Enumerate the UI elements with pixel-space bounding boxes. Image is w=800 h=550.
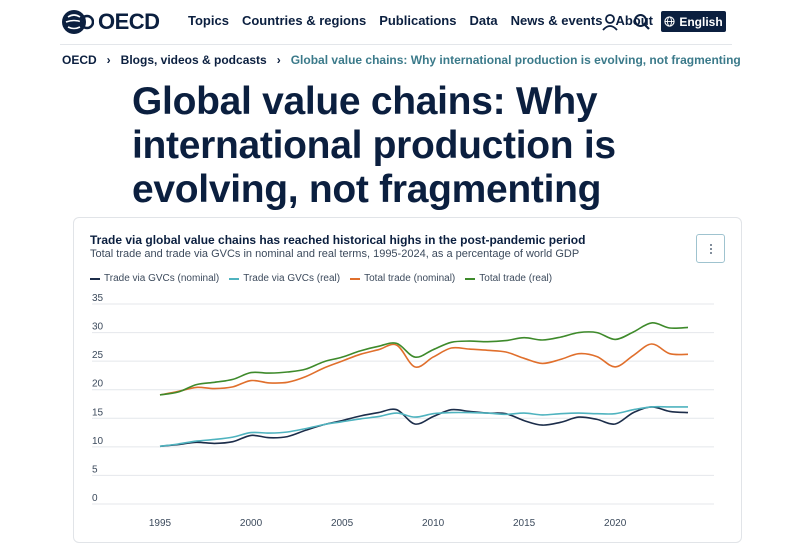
legend-swatch bbox=[229, 277, 240, 280]
breadcrumb-blogs[interactable]: Blogs, videos & podcasts bbox=[120, 53, 267, 67]
legend-label: Total trade (nominal) bbox=[364, 273, 456, 284]
y-tick-label: 0 bbox=[92, 493, 98, 504]
chevron-right-icon: › bbox=[106, 53, 111, 67]
legend-label: Trade via GVCs (nominal) bbox=[104, 273, 220, 284]
chart-card: Trade via global value chains has reache… bbox=[73, 217, 742, 543]
x-tick-label: 2005 bbox=[331, 518, 354, 529]
breadcrumb-current: Global value chains: Why international p… bbox=[290, 53, 741, 67]
search-icon[interactable] bbox=[632, 12, 652, 32]
globe-icon bbox=[664, 16, 675, 27]
chart-title: Trade via global value chains has reache… bbox=[90, 233, 586, 247]
kebab-menu-icon bbox=[709, 243, 712, 254]
x-tick-label: 2000 bbox=[240, 518, 263, 529]
oecd-globe-icon bbox=[62, 10, 94, 34]
nav-link-data[interactable]: Data bbox=[469, 13, 498, 28]
chart-legend: Trade via GVCs (nominal) Trade via GVCs … bbox=[90, 273, 562, 284]
chevron-right-icon: › bbox=[276, 53, 281, 67]
page-title: Global value chains: Why international p… bbox=[132, 80, 616, 211]
nav-links: Topics Countries & regions Publications … bbox=[188, 13, 666, 28]
y-tick-label: 35 bbox=[92, 293, 104, 304]
line-chart: 0 5 10 15 20 25 30 35 1995 2000 2005 2010 2015 2020 bbox=[92, 293, 714, 529]
oecd-logo[interactable]: OECD bbox=[60, 8, 160, 36]
language-label: English bbox=[679, 14, 723, 29]
legend-item-gvc-nominal[interactable]: Trade via GVCs (nominal) bbox=[90, 273, 219, 284]
x-tick-label: 2010 bbox=[422, 518, 445, 529]
legend-swatch bbox=[350, 277, 361, 280]
language-button[interactable]: English bbox=[661, 11, 726, 32]
y-tick-label: 25 bbox=[92, 350, 104, 361]
nav-link-publications[interactable]: Publications bbox=[379, 13, 457, 28]
legend-item-gvc-real[interactable]: Trade via GVCs (real) bbox=[229, 273, 340, 284]
x-tick-label: 2015 bbox=[513, 518, 536, 529]
legend-swatch bbox=[465, 277, 476, 280]
series-line-2[interactable] bbox=[159, 343, 689, 396]
legend-item-total-nominal[interactable]: Total trade (nominal) bbox=[350, 273, 455, 284]
top-navigation: OECD Topics Countries & regions Publicat… bbox=[0, 0, 800, 44]
chart-subtitle: Total trade and trade via GVCs in nomina… bbox=[90, 248, 580, 260]
legend-label: Trade via GVCs (real) bbox=[243, 273, 341, 284]
nav-link-topics[interactable]: Topics bbox=[188, 13, 229, 28]
logo-text: OECD bbox=[98, 9, 160, 34]
y-tick-label: 20 bbox=[92, 379, 104, 390]
breadcrumb: OECD › Blogs, videos & podcasts › Global… bbox=[62, 53, 741, 67]
y-tick-label: 30 bbox=[92, 322, 104, 333]
series-line-1[interactable] bbox=[159, 405, 688, 448]
y-tick-label: 5 bbox=[92, 464, 98, 475]
nav-link-countries-regions[interactable]: Countries & regions bbox=[241, 13, 367, 28]
legend-label: Total trade (real) bbox=[479, 273, 553, 284]
nav-link-news-events[interactable]: News & events bbox=[510, 13, 603, 28]
breadcrumb-oecd[interactable]: OECD bbox=[62, 53, 97, 67]
nav-divider bbox=[60, 44, 732, 45]
x-tick-label: 2020 bbox=[604, 518, 627, 529]
y-tick-label: 10 bbox=[92, 436, 104, 447]
y-tick-label: 15 bbox=[92, 407, 104, 418]
series-line-3[interactable] bbox=[159, 322, 689, 396]
series-line-0[interactable] bbox=[159, 406, 689, 448]
chart-menu-button[interactable] bbox=[696, 234, 725, 263]
legend-swatch bbox=[90, 277, 100, 280]
user-icon[interactable] bbox=[600, 12, 620, 32]
x-tick-label: 1995 bbox=[149, 518, 172, 529]
legend-item-total-real[interactable]: Total trade (real) bbox=[465, 273, 552, 284]
